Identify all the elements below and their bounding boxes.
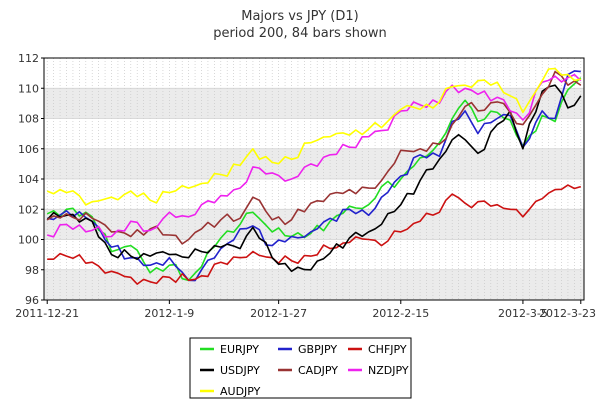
y-tick-label: 106 <box>18 143 39 156</box>
x-tick-label: 2011-12-21 <box>15 307 79 320</box>
series-line-chfjpy <box>47 184 582 285</box>
y-tick-label: 110 <box>18 82 39 95</box>
legend-label-nzdjpy: NZDJPY <box>368 364 409 377</box>
x-tick-label: 2012-2-15 <box>372 307 429 320</box>
plot-band <box>44 209 584 240</box>
y-tick-label: 100 <box>18 234 39 247</box>
y-tick-label: 96 <box>25 294 39 307</box>
series-lines <box>46 67 582 285</box>
series-line-gbpjpy <box>47 70 581 282</box>
series-line-nzdjpy <box>46 73 582 238</box>
y-axis-ticks: 96 98 100 102 104 106 108 110 112 <box>18 52 44 307</box>
x-tick-label: 2012-3-23 <box>539 307 596 320</box>
y-tick-label: 108 <box>18 113 39 126</box>
legend-box <box>189 337 412 399</box>
x-axis-ticks: 2011-12-21 2012-1-9 2012-1-27 2012-2-15 2012… <box>15 300 596 320</box>
legend: EURJPY GBPJPY CHFJPY USDJPY CADJPY NZDJPY AUDJ… <box>189 337 412 399</box>
plot-band <box>44 269 584 300</box>
x-tick-label: 2012-3-5 <box>498 307 548 320</box>
chart-subtitle: period 200, 84 bars shown <box>213 26 387 41</box>
y-tick-label: 104 <box>18 173 39 186</box>
series-line-eurjpy <box>46 77 582 282</box>
plot-band <box>44 88 584 119</box>
series-line-cadjpy <box>46 70 582 245</box>
legend-label-chfjpy: CHFJPY <box>368 343 407 356</box>
y-tick-label: 112 <box>18 52 39 65</box>
legend-label-eurjpy: EURJPY <box>220 343 259 356</box>
x-tick-label: 2012-1-9 <box>144 307 194 320</box>
legend-label-audjpy: AUDJPY <box>220 385 261 398</box>
legend-label-usdjpy: USDJPY <box>220 364 260 377</box>
plot-band <box>44 148 584 179</box>
x-tick-label: 2012-1-27 <box>250 307 307 320</box>
legend-label-gbpjpy: GBPJPY <box>298 343 337 356</box>
series-line-audjpy <box>46 67 581 206</box>
legend-label-cadjpy: CADJPY <box>298 364 338 377</box>
chart-title: Majors vs JPY (D1) <box>241 9 358 24</box>
y-tick-label: 102 <box>18 203 39 216</box>
y-tick-label: 98 <box>25 264 39 277</box>
series-line-usdjpy <box>46 84 582 273</box>
